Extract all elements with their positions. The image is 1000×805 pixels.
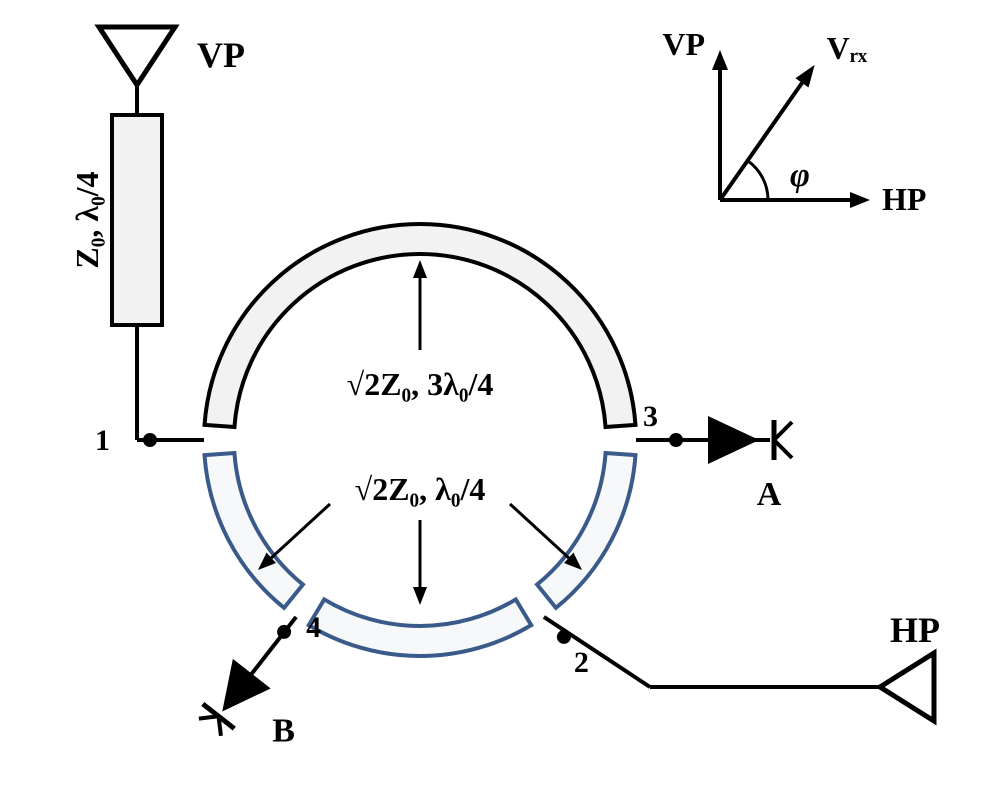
- port-dot-2: [557, 630, 571, 644]
- diode-a-icon: [708, 416, 759, 464]
- port-dot-3: [669, 433, 683, 447]
- port2-line-a: [544, 617, 650, 687]
- ring-bottom-arc-3: [205, 453, 303, 608]
- diode-b-icon: [222, 659, 270, 712]
- port-dot-1: [143, 433, 157, 447]
- hp-antenna-label: HP: [890, 610, 940, 650]
- phi-arc: [748, 161, 768, 200]
- vd-vrx-label: Vᵣₓ: [827, 30, 868, 66]
- port-label-1: 1: [95, 424, 110, 457]
- hp-antenna-icon: [880, 653, 934, 721]
- phi-label: φ: [790, 157, 810, 194]
- diode-a-label: A: [757, 476, 782, 513]
- port-label-2: 2: [574, 646, 589, 679]
- tx-line-rect: [112, 115, 162, 325]
- port4-line: [247, 617, 296, 680]
- tx-line-label: Z₀, λ₀/4: [69, 171, 105, 268]
- port-dot-4: [277, 625, 291, 639]
- vp-antenna-icon: [99, 27, 175, 85]
- ring-bottom-arc-1: [537, 453, 635, 608]
- top-arc-label: √2Z₀, 3λ₀/4: [347, 366, 494, 402]
- port-label-4: 4: [306, 611, 321, 644]
- bottom-arc-label: √2Z₀, λ₀/4: [355, 471, 486, 507]
- ring-bottom-arc-2: [309, 599, 531, 656]
- vd-hp-label: HP: [882, 181, 926, 217]
- port-label-3: 3: [643, 400, 658, 433]
- vd-vp-label: VP: [662, 26, 705, 62]
- vp-antenna-label: VP: [197, 35, 245, 75]
- diode-b-label: B: [272, 712, 295, 749]
